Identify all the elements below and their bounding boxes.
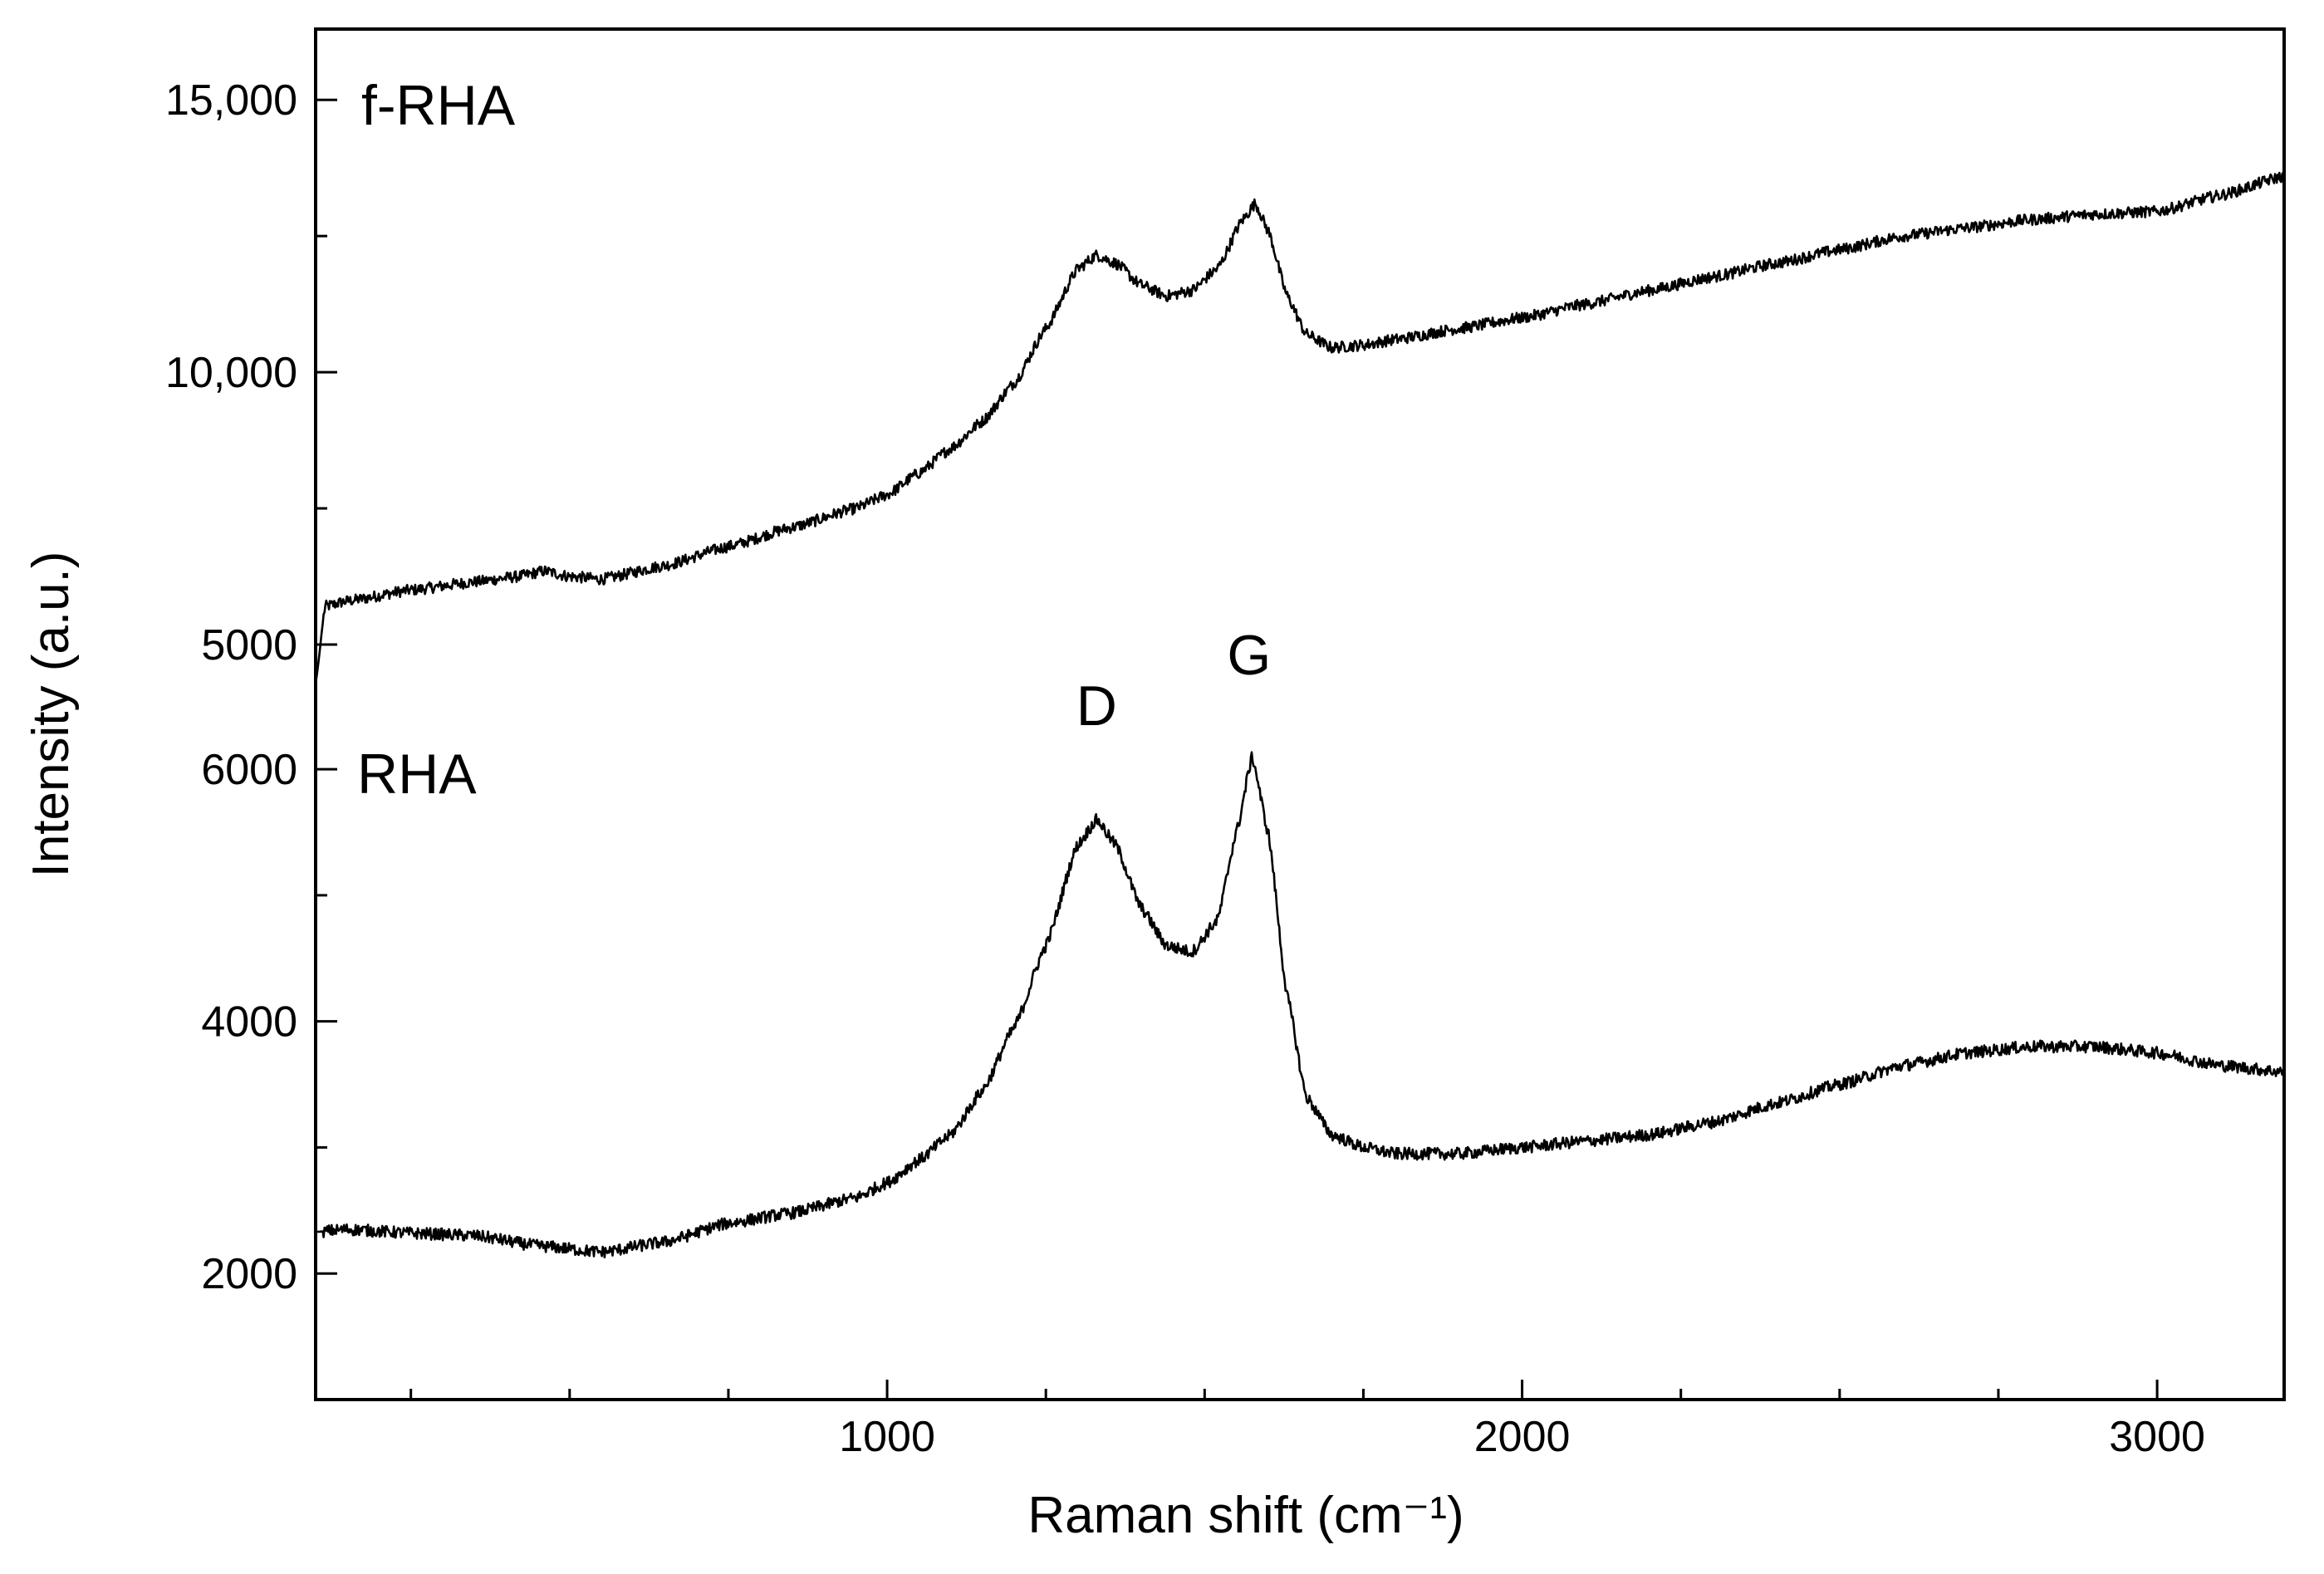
y-tick-label-f-RHA: 15,000 (165, 76, 297, 125)
y-tick-label-f-RHA: 10,000 (165, 349, 297, 397)
series-line-RHA (315, 751, 2285, 1259)
x-tick-label: 2000 (1474, 1413, 1571, 1461)
y-tick-label-RHA: 4000 (201, 998, 297, 1047)
peak-label-g: G (1227, 624, 1271, 687)
y-axis-title: Intensity (a.u.) (22, 552, 80, 878)
x-axis-title: Raman shift (cm⁻¹) (1027, 1487, 1464, 1544)
panel-f-rha: 5000 10,000 15,000 f-RHA (165, 74, 2285, 684)
plot-frame (314, 27, 2286, 1401)
x-tick-label: 3000 (2109, 1413, 2205, 1461)
x-axis: 1000 2000 3000 (409, 1380, 2205, 1461)
y-tick-label-RHA: 6000 (201, 746, 297, 794)
x-tick-label: 1000 (839, 1413, 935, 1461)
panel-rha: 2000 4000 6000 RHA D G (201, 624, 2285, 1401)
series-label-RHA: RHA (357, 743, 477, 806)
peak-label-d: D (1076, 674, 1117, 738)
y-tick-label-f-RHA: 5000 (201, 621, 297, 669)
series-line-f-RHA (314, 170, 2285, 684)
y-tick-label-RHA: 2000 (201, 1250, 297, 1298)
series-label-f-RHA: f-RHA (361, 74, 516, 137)
